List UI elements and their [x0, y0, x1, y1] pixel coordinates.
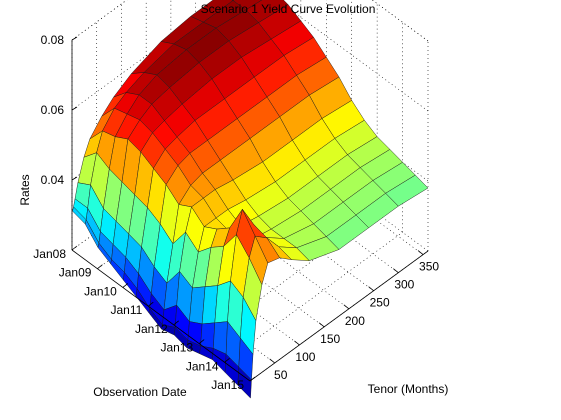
- tick-labels: 0.04 0.06 0.08 Jan08 Jan09 Jan10 Jan11 Jan12 Jan…: [33, 33, 439, 392]
- x-tick-label: 200: [345, 314, 365, 328]
- x-tick: [368, 286, 374, 292]
- x-tick: [417, 250, 424, 255]
- y-axis-line: [71, 249, 251, 382]
- z-axis-label: Rates: [18, 174, 32, 205]
- y-tick-label: Jan12: [135, 322, 168, 336]
- y-tick: [173, 320, 179, 326]
- surface-cell: [200, 322, 216, 349]
- x-tick-label: 300: [394, 278, 414, 292]
- y-tick: [71, 245, 78, 251]
- y-tick-label: Jan15: [211, 378, 244, 392]
- x-axis-line: [249, 250, 429, 382]
- x-tick-label: 150: [320, 332, 340, 346]
- z-tick: [71, 176, 78, 181]
- y-tick-label: Jan08: [33, 247, 66, 261]
- y-tick-label: Jan09: [59, 266, 92, 280]
- y-axis-label: Observation Date: [93, 385, 187, 399]
- z-tick-label: 0.04: [41, 173, 65, 187]
- y-tick: [122, 283, 129, 288]
- y-tick-label: Jan11: [110, 303, 142, 317]
- z-tick: [71, 36, 78, 41]
- y-tick-label: Jan10: [84, 284, 117, 298]
- y-tick: [148, 301, 154, 307]
- x-tick: [318, 322, 325, 328]
- x-tick: [343, 304, 350, 310]
- x-tick: [294, 340, 300, 346]
- x-tick-label: 100: [295, 350, 315, 364]
- z-tick-label: 0.08: [41, 33, 65, 47]
- x-tick-label: 50: [274, 368, 288, 382]
- y-tick: [249, 376, 256, 382]
- x-axis-label: Tenor (Months): [368, 382, 449, 396]
- x-tick: [269, 358, 275, 364]
- y-tick-label: Jan13: [160, 341, 193, 355]
- axes-frame: [71, 36, 429, 382]
- z-tick: [71, 106, 78, 111]
- yield-surface: [72, 0, 429, 399]
- y-tick: [198, 339, 205, 344]
- x-tick-label: 350: [419, 260, 439, 274]
- grid-line: [371, 0, 429, 42]
- grid-line: [71, 0, 128, 41]
- chart-title: Scenario 1 Yield Curve Evolution: [201, 2, 376, 16]
- y-tick: [97, 264, 103, 270]
- z-tick-label: 0.06: [41, 103, 65, 117]
- x-tick: [393, 268, 399, 273]
- x-tick-label: 250: [370, 296, 390, 310]
- y-tick-label: Jan14: [186, 359, 219, 373]
- grid-line: [71, 0, 224, 111]
- y-tick: [224, 357, 230, 363]
